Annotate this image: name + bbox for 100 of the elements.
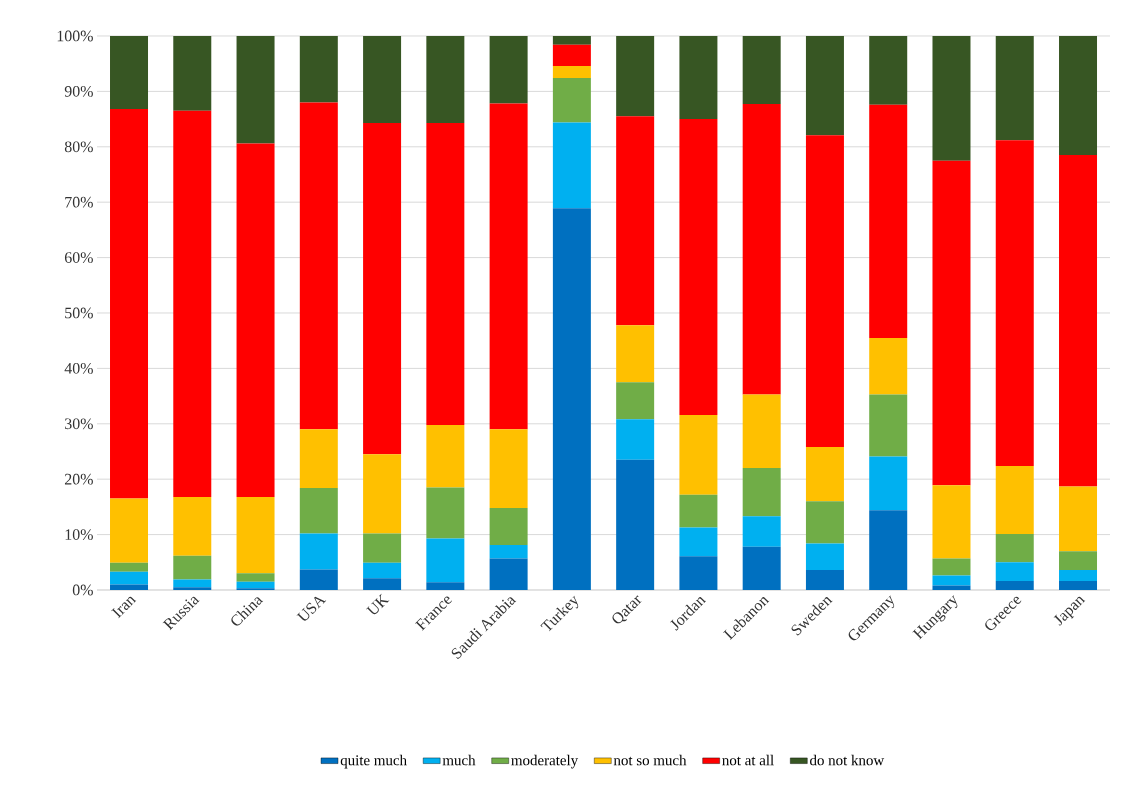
legend-label: quite much [340, 754, 407, 769]
x-tick-label: Iran [111, 596, 137, 619]
y-tick-label: 40% [64, 362, 93, 374]
bar [489, 507, 528, 546]
bar [299, 533, 338, 570]
bar [869, 510, 908, 590]
bar [805, 570, 844, 590]
legend-label: do not know [810, 754, 885, 766]
y-tick-label: 0% [72, 584, 93, 596]
bar [869, 456, 908, 511]
bar [173, 579, 212, 588]
y-tick-label: 30% [65, 418, 93, 430]
bar [173, 496, 212, 556]
bar [110, 109, 149, 499]
bar [616, 325, 655, 383]
bar [236, 143, 275, 497]
bar [1059, 551, 1098, 571]
bar [426, 122, 465, 425]
bar [552, 78, 591, 123]
bar [805, 135, 844, 448]
y-tick-label: 80% [64, 141, 93, 153]
bar [363, 578, 402, 590]
bar [236, 581, 275, 589]
bar [742, 104, 781, 395]
y-tick-label: 20% [64, 473, 93, 485]
bar [1059, 155, 1098, 487]
bar [363, 533, 402, 563]
bar [426, 487, 465, 539]
bar [552, 122, 591, 209]
bar [679, 119, 718, 415]
bar [552, 208, 591, 590]
bar [616, 116, 655, 326]
bar [742, 394, 781, 469]
bar [552, 44, 591, 66]
bar [299, 429, 338, 489]
bar [236, 573, 275, 582]
bar [363, 35, 402, 123]
bar [299, 569, 338, 590]
x-tick-label: UK [366, 593, 390, 615]
bar [489, 103, 528, 430]
bar [426, 35, 465, 123]
bar [805, 543, 844, 571]
bar [679, 527, 718, 557]
bar [489, 429, 528, 508]
bar [426, 538, 465, 583]
bar [932, 35, 971, 161]
legend-label: much [442, 754, 476, 766]
bar [932, 585, 971, 590]
bar [995, 562, 1034, 582]
bar [995, 465, 1034, 535]
bar [932, 575, 971, 586]
bar [426, 582, 465, 590]
bar [299, 488, 338, 534]
bar [995, 35, 1034, 141]
bar [236, 35, 275, 144]
bar [110, 35, 149, 110]
y-tick-label: 50% [65, 307, 93, 319]
y-tick-label: 70% [65, 196, 93, 208]
x-tick-label: USA [296, 596, 327, 621]
bar [173, 555, 212, 580]
legend-label: moderately [511, 754, 579, 769]
bar [1059, 35, 1098, 156]
bar [869, 337, 908, 395]
bar [1059, 581, 1098, 590]
bar [173, 587, 212, 590]
legend-label: not at all [722, 754, 774, 766]
bar [995, 581, 1034, 590]
bar [679, 35, 718, 120]
bar [932, 558, 971, 576]
bar [616, 419, 655, 460]
bar [173, 110, 212, 497]
bar [489, 558, 528, 590]
y-tick-label: 90% [64, 85, 93, 97]
bar [679, 556, 718, 590]
bar [552, 35, 591, 45]
legend-label: not so much [613, 754, 687, 766]
bar [995, 534, 1034, 563]
bar [426, 424, 465, 488]
bar [742, 546, 781, 590]
bar [173, 35, 212, 111]
bar [1059, 570, 1098, 582]
bar [805, 35, 844, 136]
y-tick-label: 10% [65, 529, 93, 540]
bar [110, 562, 149, 572]
bar [869, 35, 908, 105]
bar [236, 496, 275, 574]
bar [742, 468, 781, 517]
bar [552, 65, 591, 79]
bar [299, 35, 338, 103]
bar [110, 498, 149, 563]
y-tick-label: 100% [57, 30, 93, 42]
bar [995, 140, 1034, 466]
bar [616, 382, 655, 420]
bar [742, 35, 781, 105]
bar [110, 584, 149, 590]
bar [363, 454, 402, 534]
bar [805, 501, 844, 544]
bar [869, 104, 908, 338]
bar [679, 494, 718, 528]
bar [489, 35, 528, 104]
